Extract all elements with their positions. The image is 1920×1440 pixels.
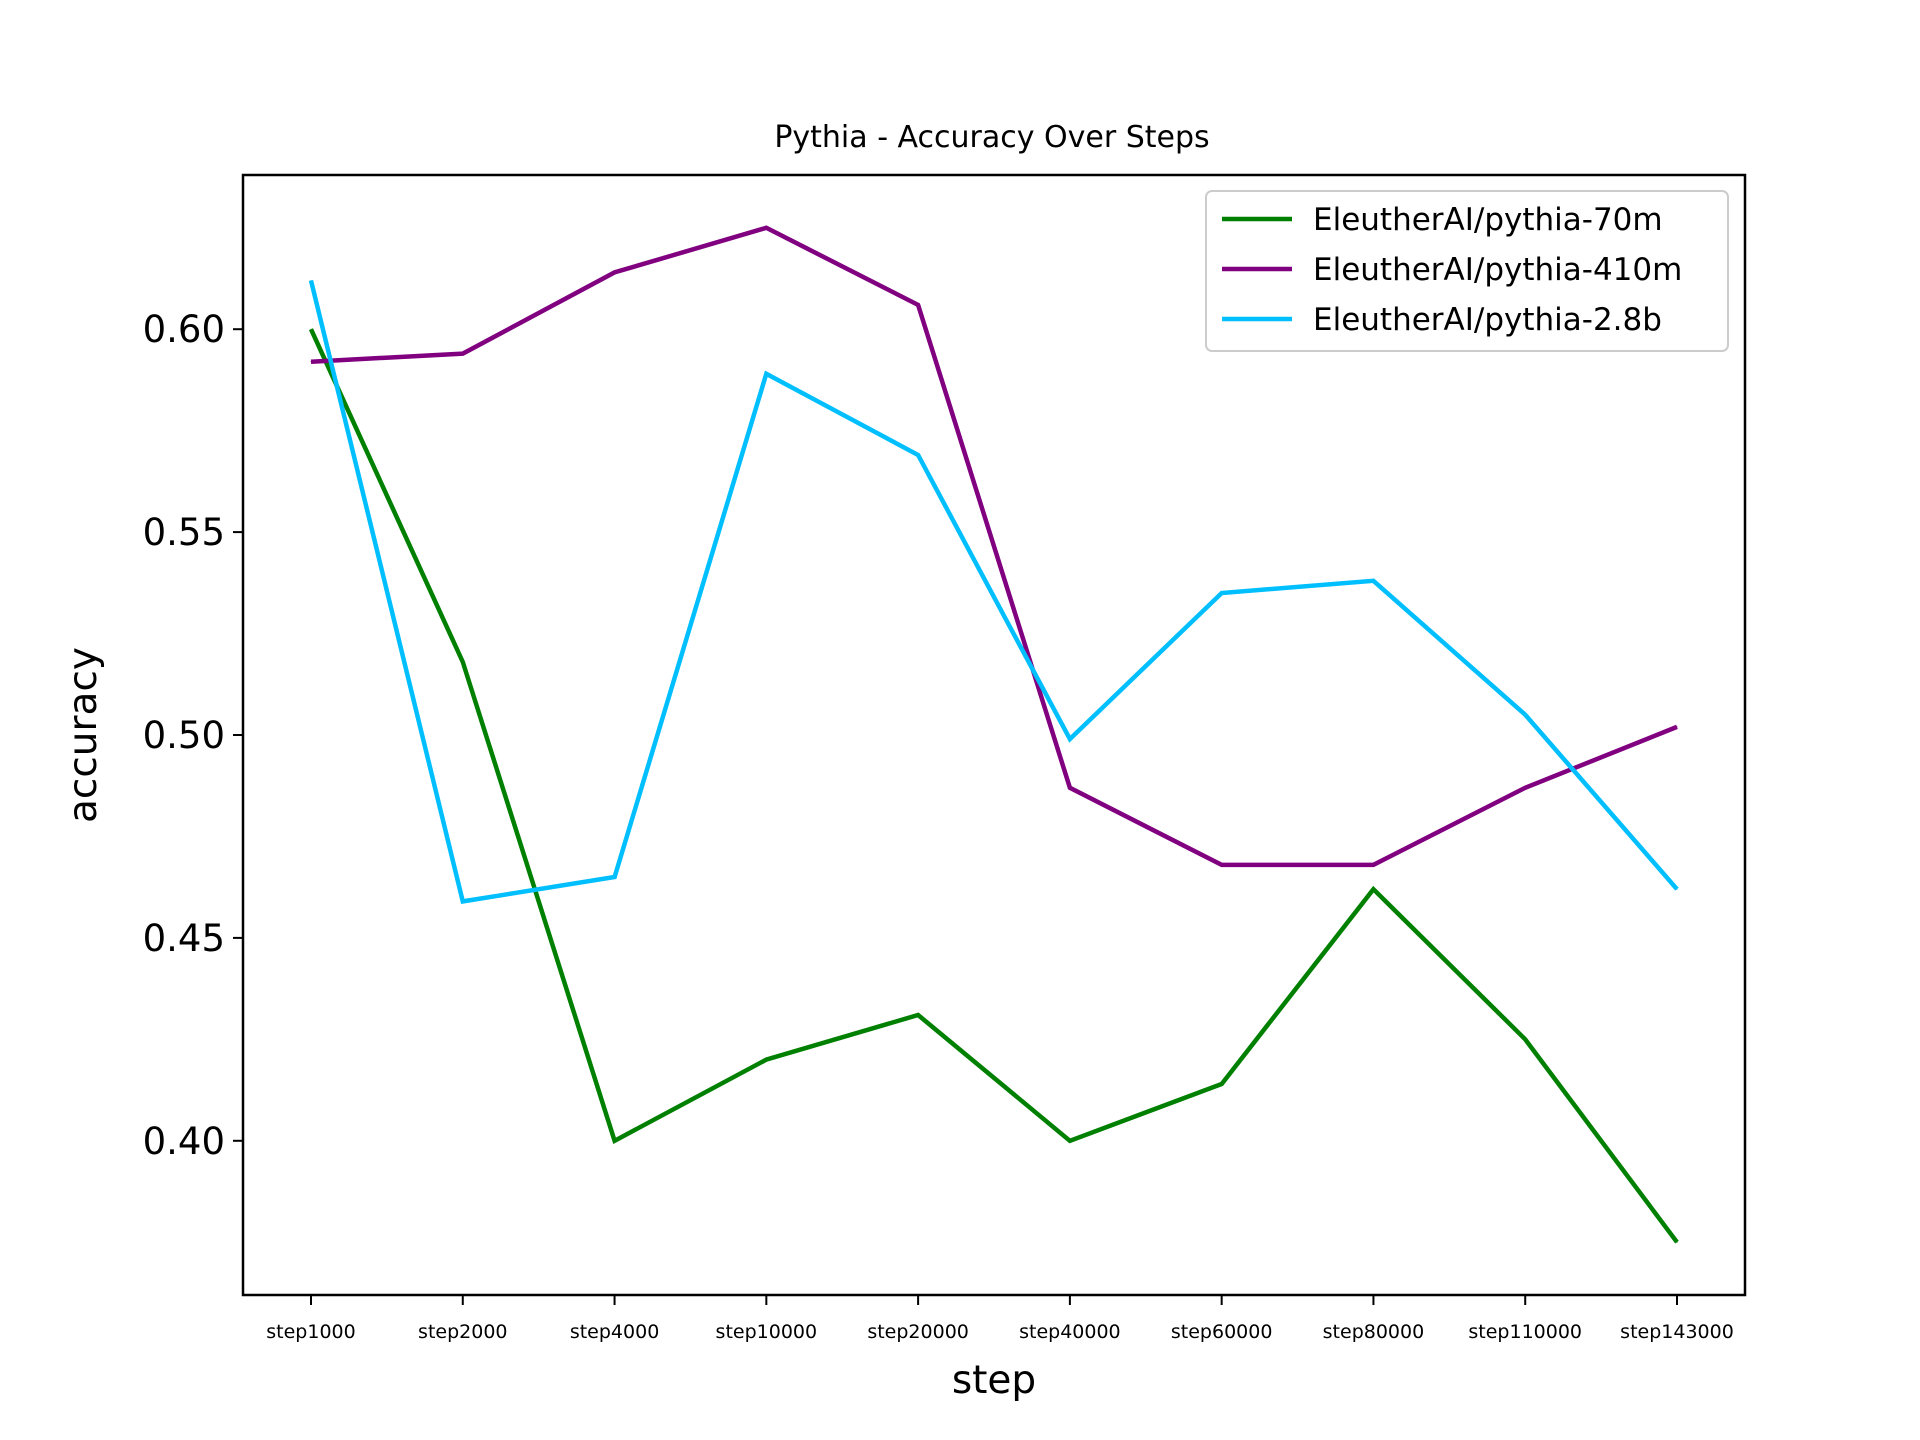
- data-point: [1676, 1241, 1678, 1243]
- data-point: [614, 271, 616, 273]
- legend-label: EleutherAI/pythia-2.8b: [1313, 302, 1662, 338]
- data-point: [462, 900, 464, 902]
- x-tick-label: step80000: [1323, 1321, 1425, 1343]
- data-point: [917, 1014, 919, 1016]
- data-point: [1524, 714, 1526, 716]
- x-tick-label: step110000: [1468, 1321, 1582, 1343]
- x-tick-label: step1000: [266, 1321, 355, 1343]
- data-point: [1221, 864, 1223, 866]
- data-point: [765, 1059, 767, 1061]
- legend-box: [1205, 190, 1729, 352]
- legend: EleutherAI/pythia-70m EleutherAI/pythia-4…: [1205, 190, 1729, 352]
- chart-title: Pythia - Accuracy Over Steps: [774, 120, 1209, 155]
- y-tick-label: 0.40: [143, 1120, 225, 1163]
- data-point: [1372, 864, 1374, 866]
- x-tick-label: step60000: [1171, 1321, 1273, 1343]
- data-point: [1524, 1038, 1526, 1040]
- x-tick-label: step40000: [1019, 1321, 1121, 1343]
- data-point: [917, 304, 919, 306]
- x-tick-label: step143000: [1620, 1321, 1734, 1343]
- y-tick-label: 0.50: [143, 714, 225, 757]
- data-point: [765, 373, 767, 375]
- x-tick-label: step4000: [570, 1321, 659, 1343]
- y-tick-label: 0.60: [143, 308, 225, 351]
- data-point: [1372, 580, 1374, 582]
- data-point: [917, 454, 919, 456]
- plot-frame: [241, 173, 1747, 1297]
- x-tick-label: step10000: [716, 1321, 818, 1343]
- series-line-0: [308, 328, 1679, 1244]
- data-point: [310, 328, 312, 330]
- data-point: [614, 1140, 616, 1142]
- data-point: [1372, 888, 1374, 890]
- data-point: [1524, 787, 1526, 789]
- x-tick-label: step20000: [867, 1321, 969, 1343]
- plot-marks: step1000 step2000 step4000 step10000 step200…: [143, 225, 1734, 1343]
- legend-label: EleutherAI/pythia-70m: [1313, 202, 1663, 238]
- series-line-1: [310, 225, 1678, 868]
- data-point: [1069, 787, 1071, 789]
- x-axis-label: step: [952, 1358, 1036, 1403]
- data-point: [310, 361, 312, 363]
- data-point: [310, 280, 312, 282]
- legend-label: EleutherAI/pythia-410m: [1313, 252, 1682, 288]
- data-point: [1676, 888, 1678, 890]
- data-point: [462, 661, 464, 663]
- data-point: [462, 353, 464, 355]
- series-line-2: [308, 279, 1679, 904]
- data-point: [614, 876, 616, 878]
- data-point: [1069, 1140, 1071, 1142]
- y-tick-label: 0.55: [143, 511, 225, 554]
- y-axis-label: accuracy: [61, 647, 106, 823]
- data-point: [765, 227, 767, 229]
- data-point: [1676, 726, 1678, 728]
- x-tick-label: step2000: [418, 1321, 507, 1343]
- y-tick-label: 0.45: [143, 917, 225, 960]
- data-point: [1221, 1083, 1223, 1085]
- data-point: [1069, 738, 1071, 740]
- data-point: [1221, 592, 1223, 594]
